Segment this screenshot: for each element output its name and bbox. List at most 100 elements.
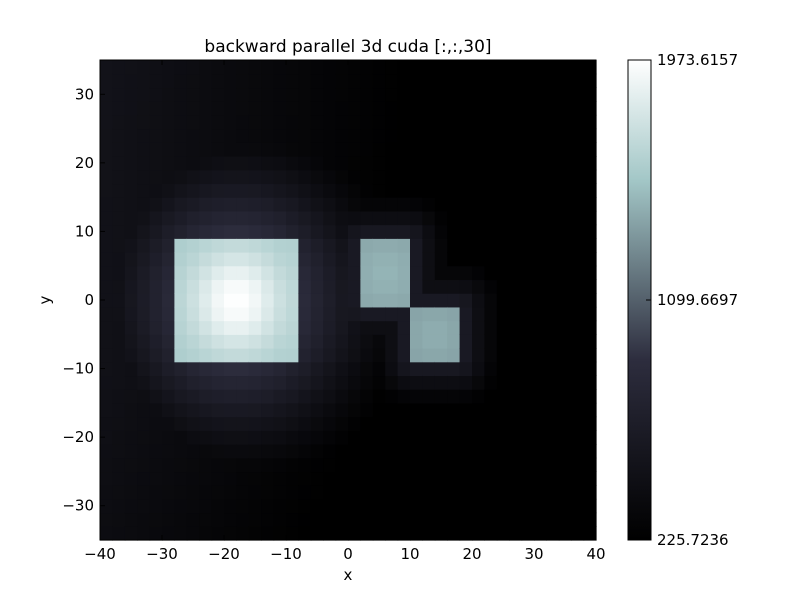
heatmap-cell: [509, 156, 523, 171]
heatmap-cell: [397, 114, 411, 130]
heatmap-cell: [124, 306, 138, 322]
heatmap-cell: [447, 224, 461, 239]
heatmap-cell: [434, 389, 448, 404]
heatmap-cell: [410, 375, 423, 390]
heatmap-cell: [348, 375, 361, 390]
heatmap-cell: [571, 210, 585, 226]
heatmap-cell: [496, 526, 510, 541]
heatmap-cell: [149, 238, 163, 253]
heatmap-cell: [199, 416, 213, 431]
heatmap-cell: [137, 293, 151, 308]
heatmap-cell: [410, 142, 423, 157]
heatmap-cell: [534, 224, 547, 239]
heatmap-cell: [248, 430, 262, 445]
heatmap-cell: [310, 101, 324, 116]
heatmap-cell: [162, 320, 175, 335]
heatmap-cell: [224, 526, 237, 541]
heatmap-cell: [261, 498, 275, 514]
heatmap-cell: [434, 238, 448, 253]
heatmap-cell: [422, 197, 436, 212]
heatmap-cell: [521, 183, 535, 198]
heatmap-cell: [174, 485, 188, 500]
heatmap-cell: [459, 498, 473, 514]
heatmap-cell: [360, 512, 374, 527]
heatmap-cell: [248, 238, 262, 253]
heatmap-cell: [149, 169, 163, 185]
heatmap-cell: [571, 60, 585, 75]
heatmap-cell: [100, 101, 113, 116]
heatmap-cell: [261, 210, 275, 226]
heatmap-cell: [434, 320, 448, 335]
heatmap-cell: [261, 526, 275, 541]
heatmap-cell: [162, 485, 175, 500]
heatmap-cell: [124, 224, 138, 239]
heatmap-cell: [224, 238, 237, 253]
heatmap-cell: [248, 156, 262, 171]
heatmap-cell: [211, 101, 225, 116]
heatmap-cell: [174, 402, 188, 418]
heatmap-cell: [422, 238, 436, 253]
heatmap-cell: [162, 252, 175, 267]
heatmap-cell: [534, 361, 547, 377]
heatmap-cell: [484, 128, 498, 143]
heatmap-cell: [422, 512, 436, 527]
heatmap-cell: [372, 348, 386, 363]
heatmap-cell: [571, 471, 585, 486]
heatmap-cell: [174, 238, 188, 253]
heatmap-cell: [534, 210, 547, 226]
heatmap-cell: [571, 265, 585, 281]
heatmap-cell: [261, 224, 275, 239]
heatmap-cell: [248, 128, 262, 143]
heatmap-cell: [162, 60, 175, 75]
heatmap-cell: [397, 389, 411, 404]
heatmap-cell: [509, 402, 523, 418]
heatmap-cell: [410, 197, 423, 212]
heatmap-cell: [261, 485, 275, 500]
heatmap-cell: [323, 224, 337, 239]
heatmap-cell: [372, 334, 386, 349]
heatmap-cell: [248, 444, 262, 459]
heatmap-cell: [186, 402, 200, 418]
heatmap-cell: [410, 73, 423, 89]
x-tick-label: −10: [270, 545, 302, 563]
heatmap-cell: [286, 169, 299, 185]
heatmap-cell: [447, 265, 461, 281]
heatmap-cell: [360, 402, 374, 418]
heatmap-cell: [248, 142, 262, 157]
heatmap-cell: [248, 375, 262, 390]
heatmap-cell: [459, 114, 473, 130]
heatmap-cell: [447, 361, 461, 377]
heatmap-cell: [496, 197, 510, 212]
heatmap-cell: [286, 265, 299, 281]
heatmap-cell: [422, 101, 436, 116]
heatmap-cell: [534, 73, 547, 89]
heatmap-cell: [496, 73, 510, 89]
heatmap-cell: [261, 471, 275, 486]
heatmap-cell: [583, 485, 597, 500]
heatmap-cell: [422, 114, 436, 130]
heatmap-cell: [273, 293, 287, 308]
heatmap-cell: [112, 238, 126, 253]
heatmap-cell: [199, 389, 213, 404]
heatmap-cell: [410, 238, 423, 253]
heatmap-cell: [100, 402, 113, 418]
heatmap-cell: [248, 169, 262, 185]
heatmap-cell: [434, 142, 448, 157]
heatmap-cell: [360, 60, 374, 75]
heatmap-cell: [323, 430, 337, 445]
heatmap-cell: [434, 87, 448, 102]
heatmap-cell: [100, 361, 113, 377]
heatmap-cell: [236, 101, 250, 116]
heatmap-cell: [112, 444, 126, 459]
heatmap-cell: [137, 526, 151, 541]
heatmap-cell: [112, 156, 126, 171]
heatmap-cell: [162, 279, 175, 294]
heatmap-cell: [112, 526, 126, 541]
heatmap-cell: [434, 498, 448, 514]
heatmap-cell: [583, 320, 597, 335]
heatmap-cell: [199, 128, 213, 143]
heatmap-cell: [298, 87, 312, 102]
heatmap-cell: [385, 252, 399, 267]
heatmap-cell: [583, 526, 597, 541]
heatmap-cell: [521, 375, 535, 390]
